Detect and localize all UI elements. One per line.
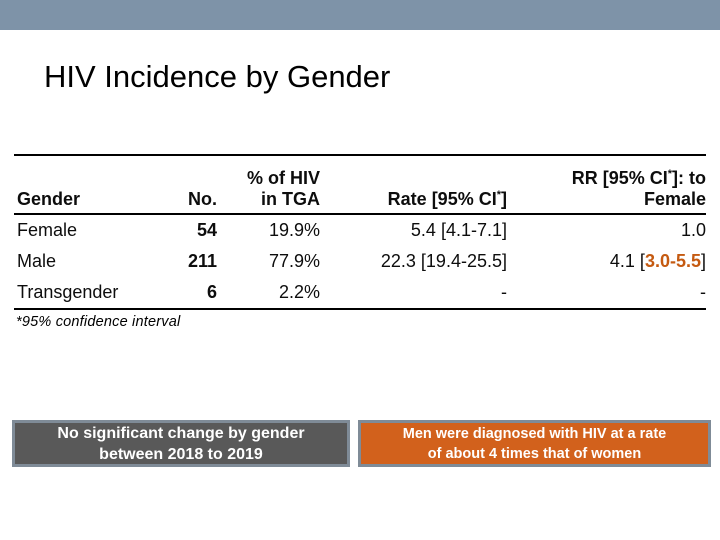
cell-no: 211 bbox=[187, 251, 217, 271]
gray-callout-line1: No significant change by gender bbox=[57, 424, 305, 442]
incidence-table: Gender No. % of HIV in TGA Rate [95% CI*… bbox=[14, 154, 706, 310]
cell-gender: Female bbox=[17, 220, 78, 240]
table-row: Female 54 19.9% 5.4 [4.1-7.1] 1.0 bbox=[14, 214, 706, 246]
cell-rr: 1.0 bbox=[680, 220, 706, 240]
cell-pct: 19.9% bbox=[268, 220, 320, 240]
orange-callout-line1: Men were diagnosed with HIV at a rate bbox=[402, 425, 667, 442]
cell-gender: Male bbox=[17, 251, 57, 271]
cell-pct: 2.2% bbox=[278, 282, 320, 302]
col-header-no: No. bbox=[188, 189, 217, 209]
table-row: Transgender 6 2.2% - - bbox=[14, 277, 706, 309]
cell-rate: 5.4 [4.1-7.1] bbox=[410, 220, 507, 240]
table-header-row: Gender No. % of HIV in TGA Rate [95% CI*… bbox=[14, 155, 706, 214]
rr-highlight-value: 3.0-5.5 bbox=[644, 251, 701, 271]
gray-callout-line2: between 2018 to 2019 bbox=[99, 445, 263, 463]
cell-no: 54 bbox=[196, 220, 217, 240]
orange-callout-box: Men were diagnosed with HIV at a rate of… bbox=[358, 420, 711, 467]
slide-top-bar bbox=[0, 0, 720, 30]
incidence-table-wrap: Gender No. % of HIV in TGA Rate [95% CI*… bbox=[14, 154, 706, 310]
cell-rate: 22.3 [19.4-25.5] bbox=[380, 251, 507, 271]
cell-pct: 77.9% bbox=[268, 251, 320, 271]
col-header-rate: Rate [95% CI*] bbox=[387, 189, 507, 209]
table-row: Male 211 77.9% 22.3 [19.4-25.5] 4.1 [3.0-5.5… bbox=[14, 246, 706, 277]
table-body: Female 54 19.9% 5.4 [4.1-7.1] 1.0 Male 211 77.9… bbox=[14, 214, 706, 309]
col-header-gender: Gender bbox=[17, 189, 81, 209]
col-header-pct: % of HIV in TGA bbox=[246, 168, 320, 209]
cell-rr: - bbox=[700, 282, 706, 302]
table-header: Gender No. % of HIV in TGA Rate [95% CI*… bbox=[14, 155, 706, 214]
table-footnote: *95% confidence interval bbox=[16, 314, 181, 330]
cell-gender: Transgender bbox=[17, 282, 119, 302]
cell-no: 6 bbox=[206, 282, 217, 302]
cell-rate: - bbox=[501, 282, 507, 302]
cell-rr: 4.1 [3.0-5.5] bbox=[609, 251, 706, 271]
slide-title: HIV Incidence by Gender bbox=[44, 59, 391, 94]
col-header-rr: RR [95% CI*]: to Female bbox=[571, 168, 706, 209]
gray-callout-box: No significant change by gender between … bbox=[12, 420, 350, 467]
orange-callout-line2: of about 4 times that of women bbox=[427, 445, 642, 462]
